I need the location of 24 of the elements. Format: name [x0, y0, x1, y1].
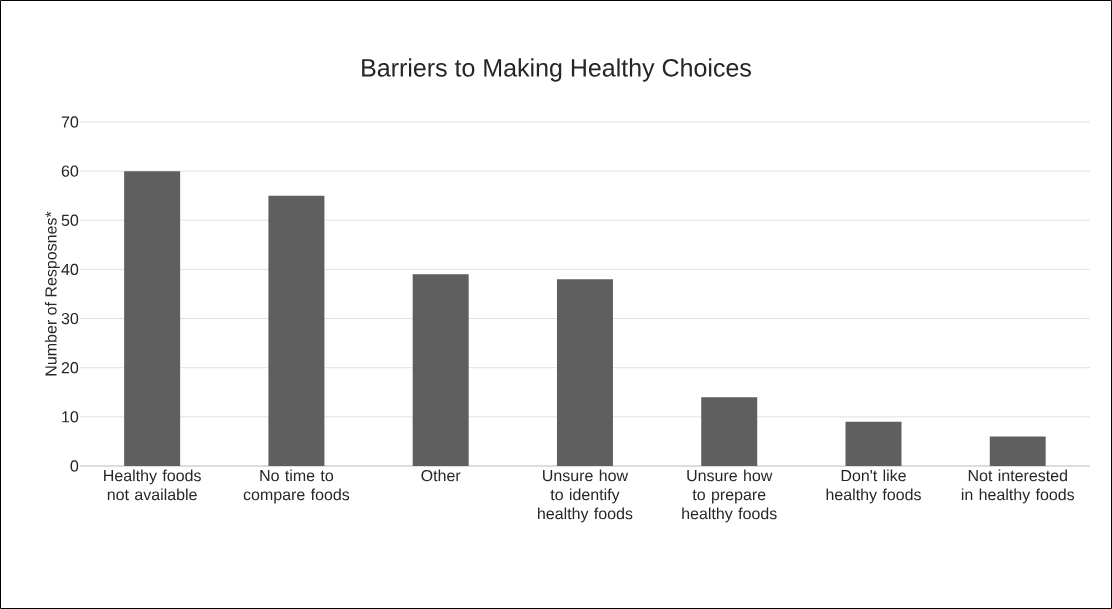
- bar: [989, 436, 1046, 466]
- y-tick-label: 50: [61, 214, 79, 226]
- y-tick-label: 20: [61, 362, 79, 374]
- x-tick-label: Unsure how to identify healthy foods: [538, 469, 633, 523]
- y-axis-title: Number of Resposnes*: [44, 211, 60, 376]
- y-tick-label: 0: [70, 460, 79, 472]
- y-tick-label: 60: [61, 165, 79, 177]
- bar: [268, 195, 325, 466]
- x-tick-label: Other: [421, 469, 461, 482]
- y-tick-label: 40: [61, 263, 79, 276]
- y-tick-label: 10: [62, 411, 79, 423]
- x-tick-label: No time to compare foods: [243, 469, 350, 504]
- x-tick-label: Healthy foods not available: [104, 469, 201, 501]
- bar: [412, 274, 469, 466]
- x-tick-label: Not interested in healthy foods: [961, 469, 1075, 504]
- bar: [124, 171, 181, 466]
- chart-title: Barriers to Making Healthy Choices: [362, 58, 751, 82]
- bar: [556, 279, 613, 466]
- y-tick-label: 30: [61, 312, 79, 325]
- y-tick-label: 70: [61, 116, 79, 128]
- x-tick-label: Unsure how to prepare healthy foods: [682, 469, 777, 523]
- x-tick-label: Don't like healthy foods: [826, 469, 921, 504]
- bar: [701, 397, 758, 466]
- bar: [845, 421, 902, 466]
